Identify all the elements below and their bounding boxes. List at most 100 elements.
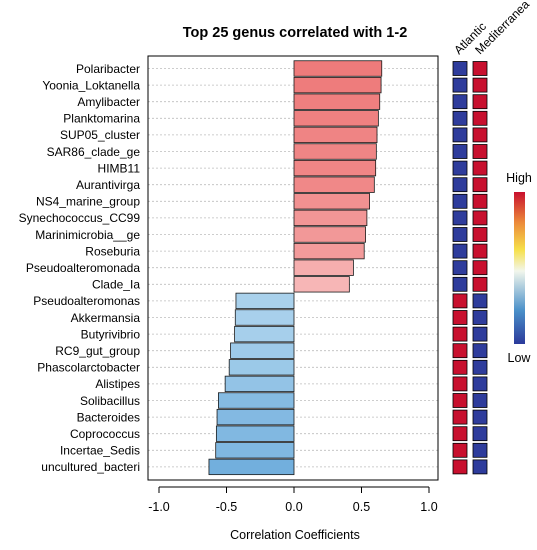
category-label: uncultured_bacteri [41,460,140,474]
bar-butyrivibrio [234,325,295,343]
bar-sup05-cluster [293,126,378,144]
annotation-tile-mediterranea [472,144,488,159]
annotation-tile-mediterranea [472,409,488,425]
annotation-tile-mediterranea [472,61,488,76]
annotation-tile-mediterranea [472,459,488,475]
category-label: Synechococcus_CC99 [19,211,141,225]
bar-bacteroides [216,408,295,426]
x-tick-label: -1.0 [148,500,170,514]
bar-akkermansia [234,309,295,326]
x-axis: -1.0 -0.5 0.0 0.5 1.0 [148,486,438,514]
annotation-tile-mediterranea [472,177,488,193]
category-labels: Polaribacter Yoonia_Loktanella Amylibacter… [19,62,141,474]
category-label: Clade_Ia [92,278,140,292]
category-label: Aurantivirga [76,178,140,192]
category-label: SAR86_clade_ge [47,145,141,159]
bar-amylibacter [293,93,381,110]
bar-polaribacter [293,60,383,77]
bar-roseburia [293,242,365,260]
bars-group [208,60,383,476]
annotation-tile-mediterranea [472,442,488,458]
annotation-tile-mediterranea [472,193,488,209]
annotation-tile-atlantic [452,94,468,110]
x-tick-label: 0.0 [285,500,302,514]
annotation-tile-atlantic [452,409,468,425]
category-label: Alistipes [95,377,140,391]
annotation-tile-mediterranea [472,110,488,126]
annotation-tile-atlantic [452,110,468,126]
category-label: Bacteroides [77,410,140,424]
annotation-tile-mediterranea [472,276,488,292]
plot-frame [147,55,439,481]
annotation-tile-atlantic [452,293,468,309]
category-label: Solibacillus [80,394,140,408]
bar-clade-ia [293,276,350,293]
bar-incertae-sedis [215,442,295,459]
category-label: Planktomarina [63,112,140,126]
bar-aurantivirga [293,176,375,193]
bar-pseudoalteromonada [293,259,354,276]
bar-planktomarina [293,110,379,127]
annotation-tile-atlantic [452,77,468,93]
bar-yoonia-loktanella [293,76,382,94]
annotation-tile-atlantic [452,260,468,276]
category-label: Coprococcus [70,427,140,441]
annotation-tile-mediterranea [472,343,488,359]
annotation-tile-mediterranea [472,94,488,110]
color-scale-legend: High Low [506,171,532,365]
bar-pseudoalteromonas [235,292,295,310]
annotation-tile-mediterranea [472,393,488,408]
x-tick-label: 0.5 [353,500,370,514]
bar-rc9-gut-group [230,342,295,359]
annotation-tile-mediterranea [472,77,488,93]
category-label: SUP05_cluster [60,128,140,142]
legend-low-label: Low [508,351,532,365]
annotation-tile-atlantic [452,227,468,242]
annotation-tile-atlantic [452,343,468,359]
annotation-tile-atlantic [452,426,468,442]
category-label: Butyrivibrio [81,327,141,341]
category-label: Polaribacter [76,62,140,76]
annotation-tile-atlantic [452,210,468,226]
annotation-tile-atlantic [452,193,468,209]
annotation-tile-mediterranea [472,310,488,325]
annotation-tile-atlantic [452,326,468,342]
annotation-tile-mediterranea [472,210,488,226]
legend-high-label: High [506,171,532,185]
bar-himb11 [293,159,377,177]
category-label: Marinimicrobia__ge [35,228,140,242]
annotation-tile-atlantic [452,160,468,176]
x-tick-label: 1.0 [420,500,437,514]
x-axis-title: Correlation Coefficients [230,528,360,542]
annotation-tile-mediterranea [472,227,488,242]
bar-ns4-marine-group [293,193,370,210]
bar-coprococcus [215,425,295,442]
annotation-tile-atlantic [452,310,468,325]
annotation-tile-atlantic [452,144,468,159]
annotation-tiles [452,61,488,475]
category-label: HIMB11 [98,161,141,175]
annotation-tile-atlantic [452,177,468,193]
bar-uncultured-bacteri [208,458,295,476]
annotation-tile-mediterranea [472,160,488,176]
annotation-tile-mediterranea [472,426,488,442]
annotation-tile-mediterranea [472,326,488,342]
category-label: Akkermansia [71,311,141,325]
annotation-tile-mediterranea [472,260,488,276]
bar-sar86-clade-ge [293,143,377,160]
annotation-tile-atlantic [452,359,468,375]
annotation-tile-atlantic [452,459,468,475]
color-scale-bar [514,192,525,344]
category-label: Pseudoalteromonas [33,294,140,308]
annotation-tile-atlantic [452,127,468,143]
annotation-tile-mediterranea [472,376,488,392]
chart-title: Top 25 genus correlated with 1-2 [183,25,408,41]
category-label: NS4_marine_group [36,195,140,209]
annotation-tile-atlantic [452,276,468,292]
annotation-tile-atlantic [452,61,468,76]
category-label: Phascolarctobacter [37,361,140,375]
annotation-tile-mediterranea [472,293,488,309]
annotation-tile-mediterranea [472,243,488,259]
